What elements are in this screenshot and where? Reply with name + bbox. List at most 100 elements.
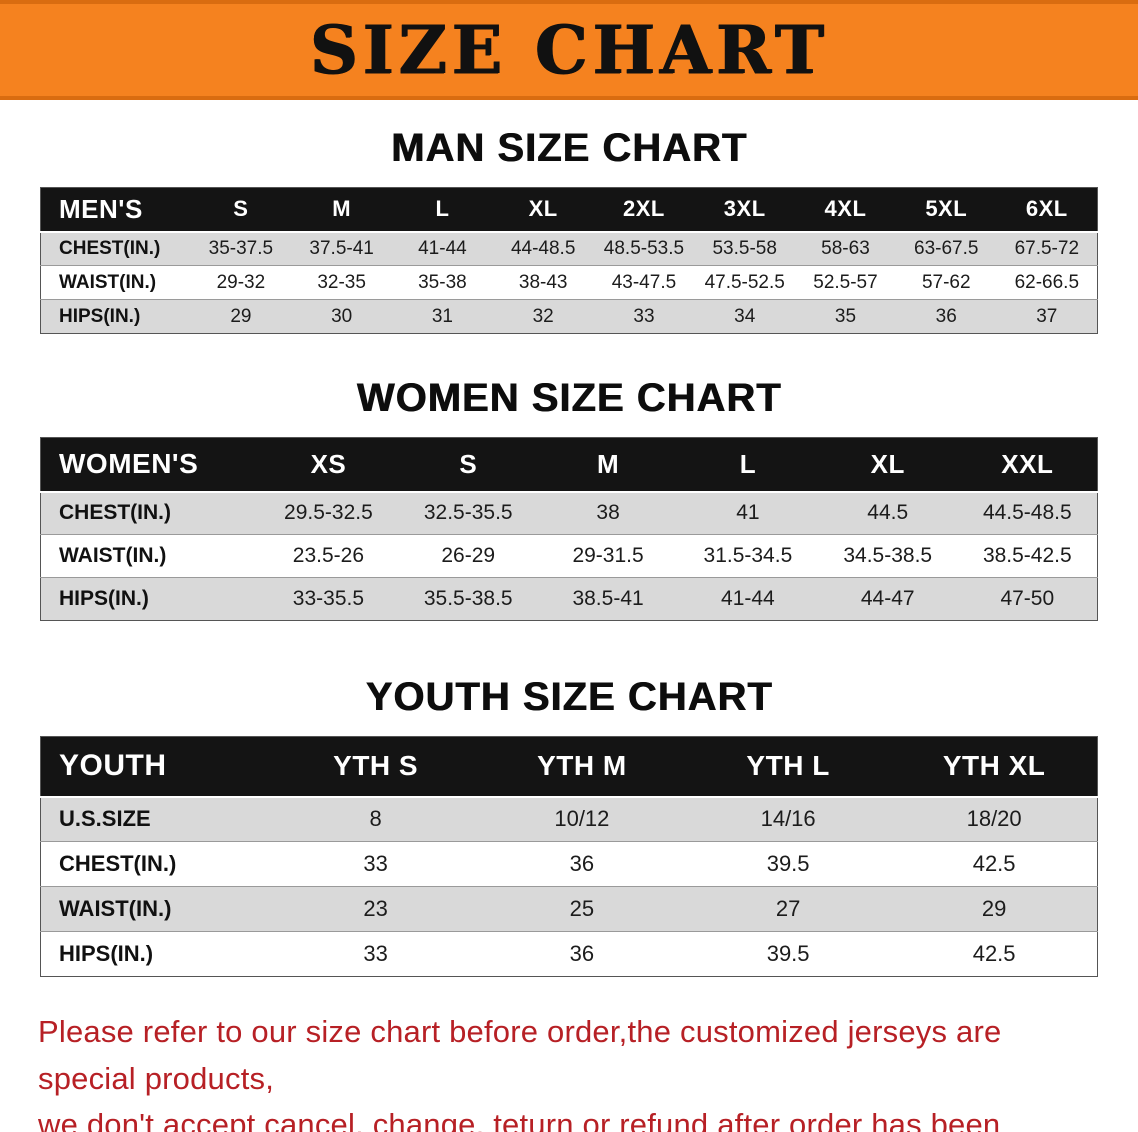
- table-row: WAIST(IN.) 29-32 32-35 35-38 38-43 43-47.5 47.…: [40, 265, 1098, 300]
- men-size-section: MAN SIZE CHART MEN'S S M L XL 2XL 3XL 4XL 5XL 6XL…: [0, 126, 1138, 334]
- size-value: 36: [478, 841, 685, 887]
- size-value: 41-44: [392, 231, 493, 266]
- size-value: 32: [492, 299, 594, 334]
- size-value: 42.5: [891, 931, 1098, 977]
- table-corner-label: YOUTH: [40, 736, 273, 798]
- size-value: 14/16: [685, 796, 892, 842]
- size-value: 8: [272, 796, 479, 842]
- row-label: HIPS(IN.): [40, 577, 259, 621]
- size-header-row: MEN'S S M L XL 2XL 3XL 4XL 5XL 6XL: [40, 187, 1098, 233]
- size-value: 29: [891, 886, 1098, 932]
- row-label: HIPS(IN.): [40, 931, 273, 977]
- size-value: 47.5-52.5: [694, 265, 796, 300]
- size-column-header: 6XL: [996, 187, 1098, 233]
- size-value: 29: [190, 299, 292, 334]
- size-value: 35-37.5: [190, 231, 292, 266]
- size-value: 33-35.5: [258, 577, 399, 621]
- table-row: CHEST(IN.) 35-37.5 37.5-41 41-44 44-48.5 48.5…: [40, 231, 1098, 266]
- table-row: CHEST(IN.) 33 36 39.5 42.5: [40, 841, 1098, 887]
- size-value: 36: [478, 931, 685, 977]
- table-row: HIPS(IN.) 33 36 39.5 42.5: [40, 931, 1098, 977]
- size-value: 58-63: [795, 231, 896, 266]
- size-header-row: YOUTH YTH S YTH M YTH L YTH XL: [40, 736, 1098, 798]
- size-value: 37: [996, 299, 1098, 334]
- size-value: 44-48.5: [492, 231, 594, 266]
- table-row: HIPS(IN.) 33-35.5 35.5-38.5 38.5-41 41-44 44-…: [40, 577, 1098, 621]
- size-value: 10/12: [478, 796, 685, 842]
- size-column-header: L: [677, 437, 818, 493]
- men-size-table: MEN'S S M L XL 2XL 3XL 4XL 5XL 6XL CHEST(IN.) 35-37…: [40, 187, 1098, 334]
- row-label: U.S.SIZE: [40, 796, 273, 842]
- size-value: 44-47: [817, 577, 958, 621]
- size-column-header: XL: [817, 437, 958, 493]
- table-row: WAIST(IN.) 23.5-26 26-29 29-31.5 31.5-34.5 34…: [40, 534, 1098, 578]
- row-label: WAIST(IN.): [40, 886, 273, 932]
- size-column-header: S: [398, 437, 539, 493]
- size-value: 42.5: [891, 841, 1098, 887]
- size-value: 33: [272, 841, 479, 887]
- women-size-table: WOMEN'S XS S M L XL XXL CHEST(IN.) 29.5-32.5 32.5…: [40, 437, 1098, 621]
- size-column-header: 5XL: [895, 187, 997, 233]
- size-value: 39.5: [685, 841, 892, 887]
- size-value: 43-47.5: [593, 265, 695, 300]
- size-value: 63-67.5: [895, 231, 997, 266]
- size-value: 27: [685, 886, 892, 932]
- size-value: 38: [538, 491, 678, 535]
- size-value: 34: [694, 299, 796, 334]
- table-row: CHEST(IN.) 29.5-32.5 32.5-35.5 38 41 44.5 44.5…: [40, 491, 1098, 535]
- size-column-header: M: [538, 437, 678, 493]
- size-column-header: YTH S: [272, 736, 479, 798]
- row-label: CHEST(IN.): [40, 841, 273, 887]
- table-corner-label: WOMEN'S: [40, 437, 259, 493]
- size-column-header: 4XL: [795, 187, 896, 233]
- size-column-header: YTH M: [478, 736, 685, 798]
- table-row: HIPS(IN.) 29 30 31 32 33 34 35 36 37: [40, 299, 1098, 334]
- size-column-header: YTH L: [685, 736, 892, 798]
- size-value: 25: [478, 886, 685, 932]
- size-value: 53.5-58: [694, 231, 796, 266]
- size-chart-banner: SIZE CHART: [0, 0, 1138, 100]
- size-value: 48.5-53.5: [593, 231, 695, 266]
- order-policy-note-line1: Please refer to our size chart before or…: [38, 1014, 1002, 1096]
- size-column-header: XXL: [957, 437, 1098, 493]
- size-value: 35.5-38.5: [398, 577, 539, 621]
- size-value: 38-43: [492, 265, 594, 300]
- size-value: 39.5: [685, 931, 892, 977]
- size-value: 33: [272, 931, 479, 977]
- size-value: 18/20: [891, 796, 1098, 842]
- size-value: 41: [677, 491, 818, 535]
- order-policy-note: Please refer to our size chart before or…: [38, 1009, 1100, 1132]
- row-label: WAIST(IN.): [40, 534, 259, 578]
- women-size-section: WOMEN SIZE CHART WOMEN'S XS S M L XL XXL CHEST(…: [0, 376, 1138, 621]
- size-value: 32.5-35.5: [398, 491, 539, 535]
- size-value: 52.5-57: [795, 265, 896, 300]
- size-value: 26-29: [398, 534, 539, 578]
- size-value: 41-44: [677, 577, 818, 621]
- size-value: 31.5-34.5: [677, 534, 818, 578]
- row-label: WAIST(IN.): [40, 265, 191, 300]
- size-value: 30: [291, 299, 393, 334]
- size-column-header: M: [291, 187, 393, 233]
- size-value: 37.5-41: [291, 231, 393, 266]
- men-section-heading: MAN SIZE CHART: [390, 126, 748, 170]
- size-value: 29-32: [190, 265, 292, 300]
- youth-size-section: YOUTH SIZE CHART YOUTH YTH S YTH M YTH L YTH…: [0, 675, 1138, 977]
- size-value: 57-62: [895, 265, 997, 300]
- size-value: 32-35: [291, 265, 393, 300]
- size-value: 44.5: [817, 491, 958, 535]
- size-value: 35-38: [392, 265, 493, 300]
- size-column-header: S: [190, 187, 292, 233]
- size-column-header: XS: [258, 437, 399, 493]
- size-value: 36: [895, 299, 997, 334]
- size-value: 29-31.5: [538, 534, 678, 578]
- size-column-header: 2XL: [593, 187, 695, 233]
- page-title: SIZE CHART: [309, 11, 829, 89]
- size-column-header: L: [392, 187, 493, 233]
- size-value: 67.5-72: [996, 231, 1098, 266]
- row-label: CHEST(IN.): [40, 491, 259, 535]
- women-section-heading: WOMEN SIZE CHART: [356, 376, 782, 420]
- table-row: U.S.SIZE 8 10/12 14/16 18/20: [40, 796, 1098, 842]
- size-header-row: WOMEN'S XS S M L XL XXL: [40, 437, 1098, 493]
- size-value: 62-66.5: [996, 265, 1098, 300]
- row-label: CHEST(IN.): [40, 231, 191, 266]
